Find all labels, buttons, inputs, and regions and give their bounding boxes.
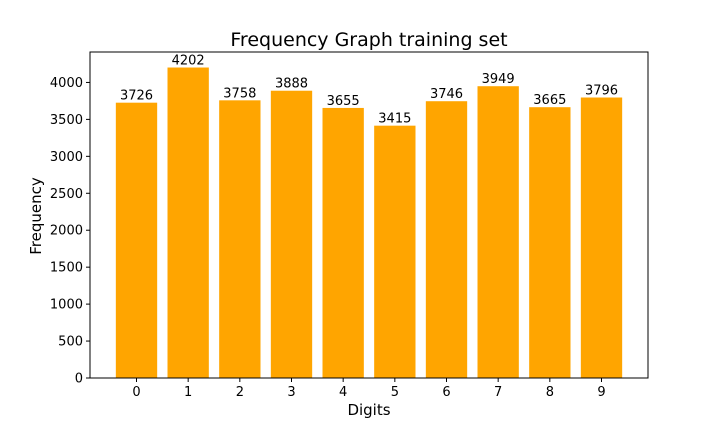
data-label-digit-4: 3655 (327, 94, 360, 109)
y-tick-label: 0 (75, 372, 83, 387)
y-axis-title: Frequency (27, 177, 45, 255)
x-tick-label: 5 (391, 385, 399, 400)
x-tick-label: 8 (546, 385, 554, 400)
bar-digit-6 (425, 101, 468, 379)
bar-digit-1 (167, 67, 209, 378)
bar-digit-0 (115, 102, 158, 379)
bars-layer (115, 67, 623, 379)
y-tick-label: 1000 (50, 298, 83, 313)
data-label-digit-3: 3888 (275, 77, 308, 92)
bar-digit-9 (580, 97, 623, 378)
x-tick-label: 7 (494, 385, 502, 400)
x-tick-label: 3 (287, 385, 295, 400)
y-tick-label: 2000 (50, 224, 83, 239)
data-label-digit-5: 3415 (378, 112, 411, 127)
data-label-digit-7: 3949 (482, 72, 515, 87)
y-tick-label: 2500 (50, 187, 83, 202)
x-tick-label: 2 (236, 385, 244, 400)
bar-digit-2 (219, 100, 261, 378)
data-label-digit-9: 3796 (585, 84, 618, 99)
x-tick-label: 1 (184, 385, 192, 400)
x-axis: 0 1 2 3 4 5 6 7 8 9 (132, 378, 606, 400)
bar-digit-7 (477, 86, 519, 378)
data-label-digit-0: 3726 (120, 89, 153, 104)
bar-digit-5 (374, 125, 416, 378)
y-tick-label: 3500 (50, 113, 83, 128)
y-axis: 0 500 1000 1500 2000 2500 3000 3500 4000 (50, 76, 90, 387)
x-tick-label: 9 (597, 385, 605, 400)
x-tick-label: 4 (339, 385, 347, 400)
y-tick-label: 3000 (50, 150, 83, 165)
bar-digit-8 (529, 107, 571, 378)
data-labels-layer: 3726 4202 3758 3888 3655 3415 3746 3949 3665 3796 (120, 54, 618, 127)
x-axis-title: Digits (347, 401, 390, 419)
y-tick-label: 500 (58, 335, 83, 350)
y-tick-label: 4000 (50, 76, 83, 91)
x-tick-label: 6 (442, 385, 450, 400)
data-label-digit-6: 3746 (430, 87, 463, 102)
chart-title: Frequency Graph training set (230, 29, 507, 51)
y-tick-label: 1500 (50, 261, 83, 276)
plot-frame (89, 51, 649, 379)
x-tick-label: 0 (132, 385, 140, 400)
data-label-digit-2: 3758 (223, 86, 256, 101)
data-label-digit-1: 4202 (172, 54, 205, 69)
bar-digit-4 (322, 107, 364, 379)
bar-digit-3 (270, 90, 313, 378)
data-label-digit-8: 3665 (533, 93, 566, 108)
